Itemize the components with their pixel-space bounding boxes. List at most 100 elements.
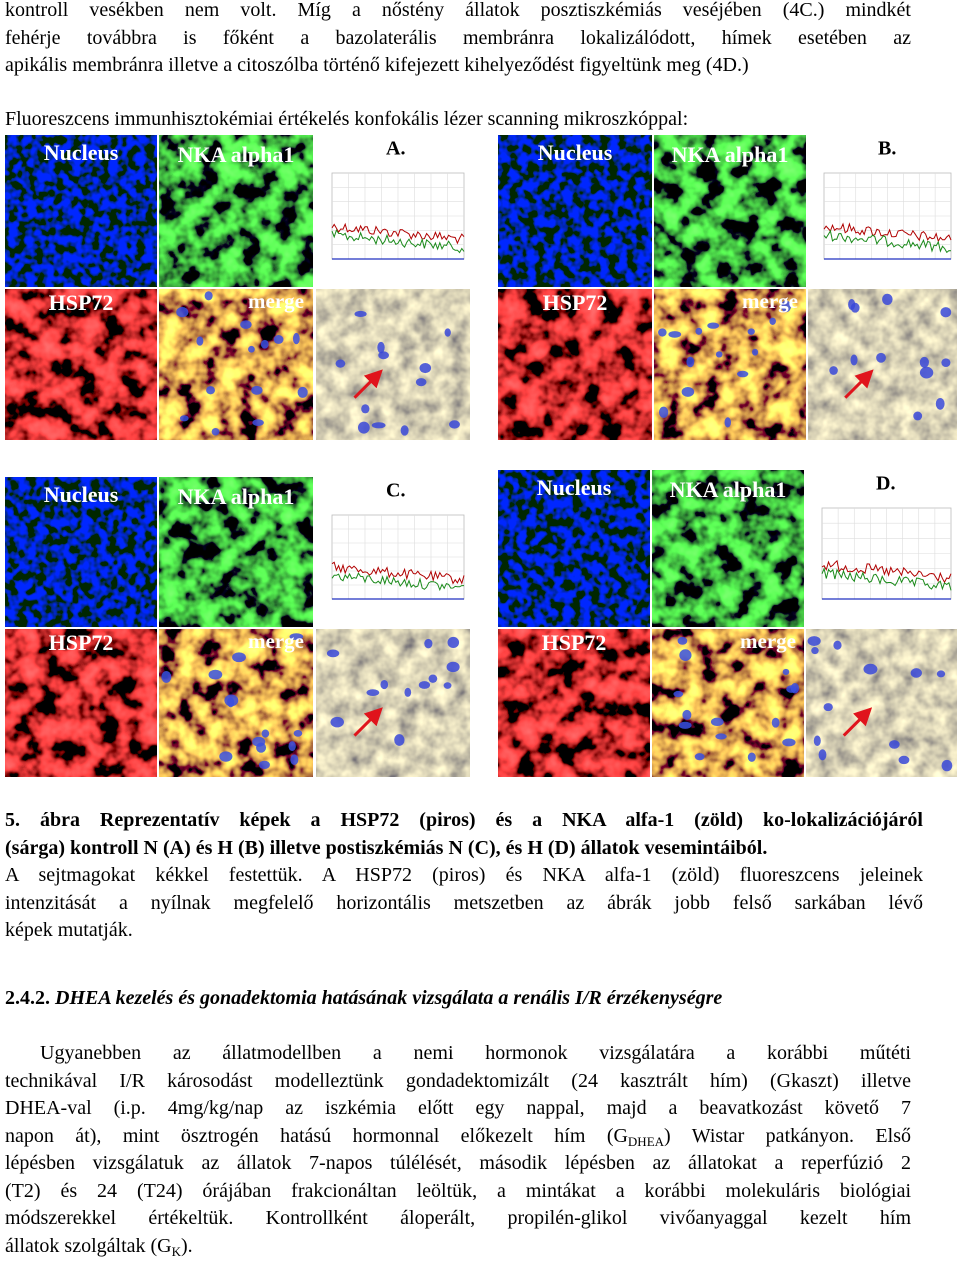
nucleus-dot bbox=[658, 328, 667, 337]
nucleus-dot bbox=[428, 674, 438, 683]
subscript: K bbox=[171, 1243, 182, 1259]
nucleus-dot bbox=[176, 307, 189, 318]
panel-label: NKA alpha1 bbox=[178, 484, 295, 509]
plot-trace bbox=[331, 229, 465, 254]
nucleus-dot bbox=[882, 293, 893, 306]
nka-image bbox=[654, 135, 806, 287]
overlay-image bbox=[808, 289, 957, 440]
hsp-image bbox=[498, 289, 652, 440]
nucleus-dot bbox=[394, 734, 405, 746]
nucleus-dot bbox=[400, 425, 409, 436]
nucleus-dot bbox=[293, 730, 303, 737]
nucleus-dot bbox=[443, 682, 452, 689]
nucleus-dot bbox=[910, 668, 922, 678]
nucleus-dot bbox=[326, 649, 340, 658]
body-line: módszerekkel értékeltük. Kontrollként ál… bbox=[5, 1205, 911, 1231]
line-text: apikális membránra illetve a citoszólba … bbox=[5, 54, 749, 76]
plot-background bbox=[806, 470, 957, 627]
nucleus-dot bbox=[940, 307, 952, 318]
panel-label: NKA alpha1 bbox=[670, 477, 787, 502]
nucleus-dot bbox=[668, 331, 682, 338]
nucleus-image bbox=[498, 135, 652, 287]
plot-trace bbox=[823, 222, 952, 243]
nucleus-dot bbox=[289, 633, 304, 641]
nucleus-dot bbox=[252, 736, 266, 747]
panel-label: Nucleus bbox=[538, 140, 613, 165]
nucleus-dot bbox=[366, 689, 380, 696]
nucleus-dot bbox=[252, 419, 264, 427]
nucleus-dot bbox=[829, 366, 838, 375]
nucleus-dot bbox=[361, 404, 370, 414]
line-text: ). bbox=[181, 1234, 193, 1257]
panel-label: A. bbox=[386, 138, 405, 160]
panel-label: HSP72 bbox=[543, 290, 608, 315]
text-line: fehérje továbbra is főként a bazolaterál… bbox=[5, 25, 911, 51]
arrow bbox=[353, 369, 383, 399]
merge-image bbox=[654, 289, 806, 440]
plot-trace bbox=[823, 229, 952, 254]
nucleus-dot bbox=[418, 681, 431, 689]
plot-background bbox=[316, 135, 470, 287]
nucleus-dot bbox=[673, 690, 684, 698]
nucleus-dot bbox=[686, 356, 695, 368]
nucleus-dot bbox=[297, 386, 308, 398]
nucleus-dot bbox=[161, 670, 172, 683]
line-text: lépésben vizsgálatuk az állatok 7-napos … bbox=[5, 1152, 911, 1174]
nka-image bbox=[652, 470, 804, 627]
section-number: 2.4.2. bbox=[5, 987, 50, 1009]
nucleus-image bbox=[5, 477, 157, 627]
section-title: DHEA kezelés és gonadektomia hatásának v… bbox=[55, 987, 723, 1009]
line-text: kontroll vesékben nem volt. Míg a nőstén… bbox=[5, 0, 911, 21]
line-text: DHEA-val (i.p. 4mg/kg/nap az iszkémia el… bbox=[5, 1097, 911, 1119]
nucleus-dot bbox=[780, 300, 792, 313]
line-text: Ugyanebben az állatmodellben a nemi horm… bbox=[40, 1042, 911, 1064]
merge-image bbox=[652, 629, 804, 777]
plot-trace bbox=[821, 567, 952, 591]
plot-background bbox=[316, 477, 470, 627]
nucleus-dot bbox=[273, 335, 284, 344]
nucleus-dot bbox=[818, 749, 827, 761]
line-text: technikával I/R károsodást modelleztünk … bbox=[5, 1069, 911, 1092]
panel-label: C. bbox=[386, 480, 405, 502]
text-line: apikális membránra illetve a citoszólba … bbox=[5, 52, 911, 78]
body-line: napon át), mint ösztrogén hatású hormonn… bbox=[5, 1123, 911, 1149]
nucleus-dot bbox=[790, 683, 800, 694]
line-text: képek mutatják. bbox=[5, 919, 133, 941]
nucleus-dot bbox=[404, 687, 412, 697]
line-text: Fluoreszcens immunhisztokémiai értékelés… bbox=[5, 108, 689, 130]
nucleus-dot bbox=[232, 652, 246, 663]
nucleus-dot bbox=[813, 735, 821, 747]
nucleus-dot bbox=[747, 328, 755, 335]
line-text: állatok szolgáltak (G bbox=[5, 1234, 172, 1257]
nucleus-dot bbox=[251, 385, 263, 395]
panel-label: merge bbox=[740, 629, 796, 653]
nucleus-dot bbox=[876, 352, 886, 363]
nucleus-dot bbox=[261, 729, 270, 738]
panel-label: NKA alpha1 bbox=[672, 142, 789, 167]
nucleus-dot bbox=[424, 638, 433, 649]
section-heading: 2.4.2. DHEA kezelés és gonadektomia hatá… bbox=[5, 985, 722, 1011]
caption-line: A sejtmagokat kékkel festettük. A HSP72 … bbox=[5, 862, 923, 888]
panel-label: merge bbox=[248, 629, 304, 653]
panel-label: HSP72 bbox=[49, 630, 114, 655]
nucleus-dot bbox=[782, 738, 796, 747]
body-line: technikával I/R károsodást modelleztünk … bbox=[5, 1068, 911, 1094]
nucleus-dot bbox=[335, 359, 346, 368]
nucleus-dot bbox=[941, 358, 951, 367]
nucleus-dot bbox=[681, 386, 695, 397]
panel-label: D. bbox=[876, 473, 895, 495]
line-text: (sárga) kontroll N (A) és H (B) illetve … bbox=[5, 836, 768, 859]
nucleus-dot bbox=[769, 317, 776, 325]
nucleus-dot bbox=[357, 421, 370, 434]
line-text: (T2) és 24 (T24) órájában frakcionáltan … bbox=[5, 1179, 911, 1202]
nucleus-dot bbox=[682, 709, 692, 720]
panel-label: NKA alpha1 bbox=[178, 142, 295, 167]
nucleus-dot bbox=[211, 427, 220, 436]
nucleus-dot bbox=[419, 363, 432, 374]
nucleus-dot bbox=[449, 420, 460, 429]
nucleus-dot bbox=[677, 636, 688, 645]
nucleus-dot bbox=[771, 717, 780, 728]
body-line: állatok szolgáltak (GK). bbox=[5, 1233, 911, 1259]
